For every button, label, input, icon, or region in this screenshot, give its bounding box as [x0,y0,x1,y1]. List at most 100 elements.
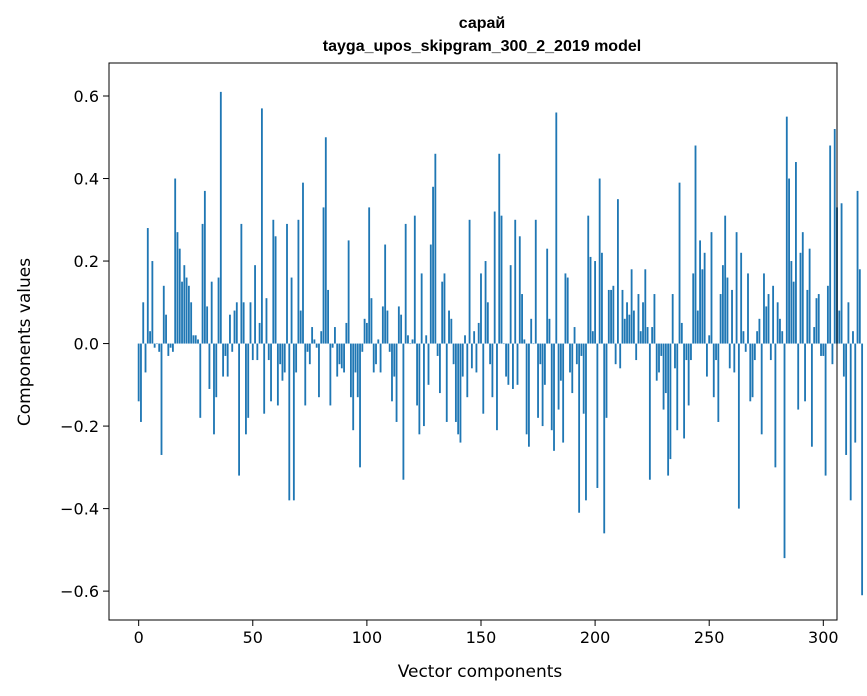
bar [436,343,439,356]
bar [708,335,711,344]
bar [445,343,448,422]
bar [466,343,469,398]
bar [701,269,704,344]
bar [651,327,654,344]
bar [363,318,366,344]
y-tick-label: 0.0 [74,335,99,354]
bar [292,343,295,501]
y-tick-label: −0.2 [60,417,99,436]
bar [222,343,225,377]
bar [432,186,434,344]
bar [541,343,544,427]
bar [847,302,850,344]
bar [774,343,777,468]
bar [687,343,690,406]
bar [509,265,512,344]
bar [267,343,270,361]
bar [409,343,412,345]
bar [644,269,647,344]
bar [384,244,387,344]
bar [676,343,679,431]
bar [502,343,505,345]
bar [324,137,327,344]
bar [475,343,478,373]
x-axis-label: Vector components [398,662,563,682]
bar [349,343,352,398]
bar [313,339,316,344]
bar [749,343,752,402]
bar [395,343,398,422]
bar [295,343,298,373]
bar [165,314,167,344]
bar [265,298,268,344]
bar [758,318,761,344]
bar [685,343,688,361]
bar [233,310,236,344]
bar [144,343,147,373]
bar [251,343,254,361]
bar [197,339,199,344]
bar [703,252,706,344]
x-axis-ticks: 0 50 100 150 200 250 300 [134,620,839,647]
bar [539,343,542,365]
bar [744,343,747,352]
bar [336,343,339,377]
bar [347,240,350,344]
bar [699,240,701,344]
bar [343,343,345,373]
bar [861,343,864,596]
bar [158,343,161,352]
chart-title-line2: tayga_upos_skipgram_300_2_2019 model [323,38,641,55]
bar [242,302,245,344]
bar [370,298,373,344]
bar [548,318,551,344]
bar [457,343,460,435]
bar [489,343,492,365]
bar [838,310,841,344]
bar [571,343,574,394]
bar [740,252,743,344]
bar [176,232,179,344]
bar [601,252,603,344]
bar [724,215,727,344]
bar [858,269,861,344]
bar [391,343,393,402]
bar [381,306,384,344]
bar [767,294,770,344]
bar [281,343,284,381]
bar [178,248,181,344]
bar [375,343,377,365]
bar [512,343,514,389]
bar [813,327,816,344]
bar [648,343,651,480]
x-tick-label: 150 [466,628,497,647]
bar [320,331,323,344]
bar [852,331,854,344]
bar [167,343,170,356]
bar [279,343,282,365]
bar [623,318,626,344]
bar [683,343,686,439]
bar [523,339,526,344]
bar [605,343,608,418]
bar [245,343,247,435]
bar [628,314,631,344]
bar [359,343,361,468]
bar [356,343,359,398]
bar [203,190,206,344]
x-tick-label: 50 [243,628,263,647]
bar [785,116,788,344]
bar [219,91,222,344]
bar [231,343,234,352]
bar [692,273,695,344]
bar [311,327,314,344]
bar [518,236,521,344]
bar [338,343,341,365]
bar [270,343,272,402]
bar [642,302,644,344]
bar [174,178,177,344]
bar [632,310,635,344]
bar [372,343,375,373]
bar [630,269,633,344]
